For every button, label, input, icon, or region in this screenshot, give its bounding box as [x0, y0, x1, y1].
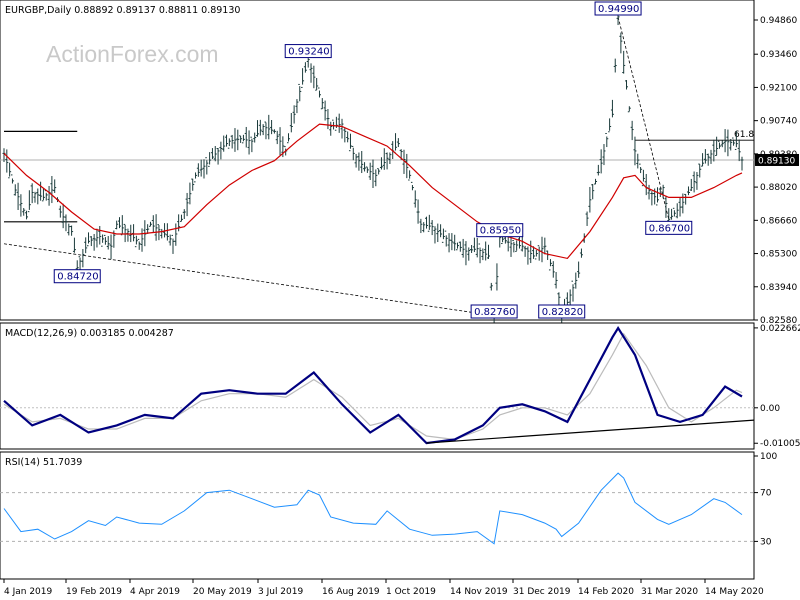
price-annotation-box: [594, 1, 642, 16]
moving-average-line: [3, 123, 743, 260]
price-annotation-label: 0.82820: [542, 307, 583, 318]
support-trendline: [3, 243, 495, 316]
current-price-box: [755, 153, 799, 166]
price-annotation-box: [470, 304, 518, 319]
rsi-header: RSI(14) 51.7039: [5, 457, 82, 468]
price-annotation-box: [53, 269, 101, 284]
x-tick-label: 20 May 2019: [193, 587, 252, 597]
x-tick-label: 4 Jan 2019: [4, 587, 52, 597]
x-tick-label: 1 Oct 2019: [386, 587, 436, 597]
rsi-pane: RSI(14) 51.7039 100 70 30: [0, 451, 777, 580]
price-annotation-label: 0.85950: [480, 226, 521, 237]
x-tick-label: 31 Mar 2020: [641, 587, 698, 597]
price-y-tick-label: 0.85300: [760, 250, 797, 260]
macd-y-tick-label: 0.022662: [760, 324, 800, 334]
price-y-tick-label: 0.82580: [760, 316, 797, 326]
macd-trendline: [426, 419, 755, 444]
price-annotation-label: 0.93240: [288, 47, 329, 58]
macd-signal-line: [3, 332, 743, 441]
macd-line: [3, 326, 743, 445]
price-y-tick-label: 0.86660: [760, 216, 797, 226]
x-tick-label: 16 Aug 2019: [322, 587, 380, 597]
price-y-tick-label: 0.94860: [760, 16, 797, 26]
rsi-y-tick-label: 100: [760, 452, 777, 462]
rsi-line: [3, 472, 743, 545]
price-annotation-box: [284, 44, 332, 59]
price-annotation-label: 0.86700: [649, 223, 690, 234]
price-y-tick-label: 0.92100: [760, 83, 797, 93]
x-axis: 4 Jan 2019 19 Feb 2019 4 Apr 2019 20 May 20…: [3, 579, 764, 597]
x-tick-label: 14 Nov 2019: [450, 587, 508, 597]
price-annotation-label: 0.82760: [474, 307, 515, 318]
price-annotation-label: 0.84720: [57, 272, 98, 283]
x-tick-label: 3 Jul 2019: [258, 587, 303, 597]
x-tick-label: 14 Feb 2020: [578, 587, 634, 597]
macd-y-tick-label: -0.010052: [760, 439, 800, 449]
x-tick-label: 4 Apr 2019: [130, 587, 180, 597]
price-annotation-box: [476, 223, 524, 238]
price-y-tick-label: 0.93460: [760, 50, 797, 60]
x-tick-label: 31 Dec 2019: [513, 587, 571, 597]
price-y-tick-label: 0.88020: [760, 183, 797, 193]
rsi-y-tick-label: 70: [760, 489, 772, 499]
price-annotation-label: 0.94990: [598, 4, 639, 15]
price-header: EURGBP,Daily 0.88892 0.89137 0.88811 0.8…: [5, 5, 240, 16]
rsi-y-tick-label: 30: [760, 537, 772, 547]
watermark: ActionForex.com: [46, 41, 219, 67]
x-tick-label: 19 Feb 2019: [66, 587, 122, 597]
price-y-tick-label: 0.90740: [760, 117, 797, 127]
price-annotation-box: [645, 220, 693, 235]
x-tick-label: 14 May 2020: [705, 587, 764, 597]
macd-y-tick-label: 0.00: [760, 404, 780, 414]
price-annotation-box: [538, 304, 586, 319]
fib-level-label: 61.8: [734, 130, 754, 140]
macd-pane: MACD(12,26,9) 0.003185 0.004287 0.022662…: [0, 322, 800, 450]
price-pane: ActionForex.com EURGBP,Daily 0.88892 0.8…: [0, 0, 799, 326]
macd-header: MACD(12,26,9) 0.003185 0.004287: [5, 328, 174, 339]
current-price-label: 0.89130: [758, 156, 795, 166]
price-y-tick-label: 0.83940: [760, 283, 797, 293]
